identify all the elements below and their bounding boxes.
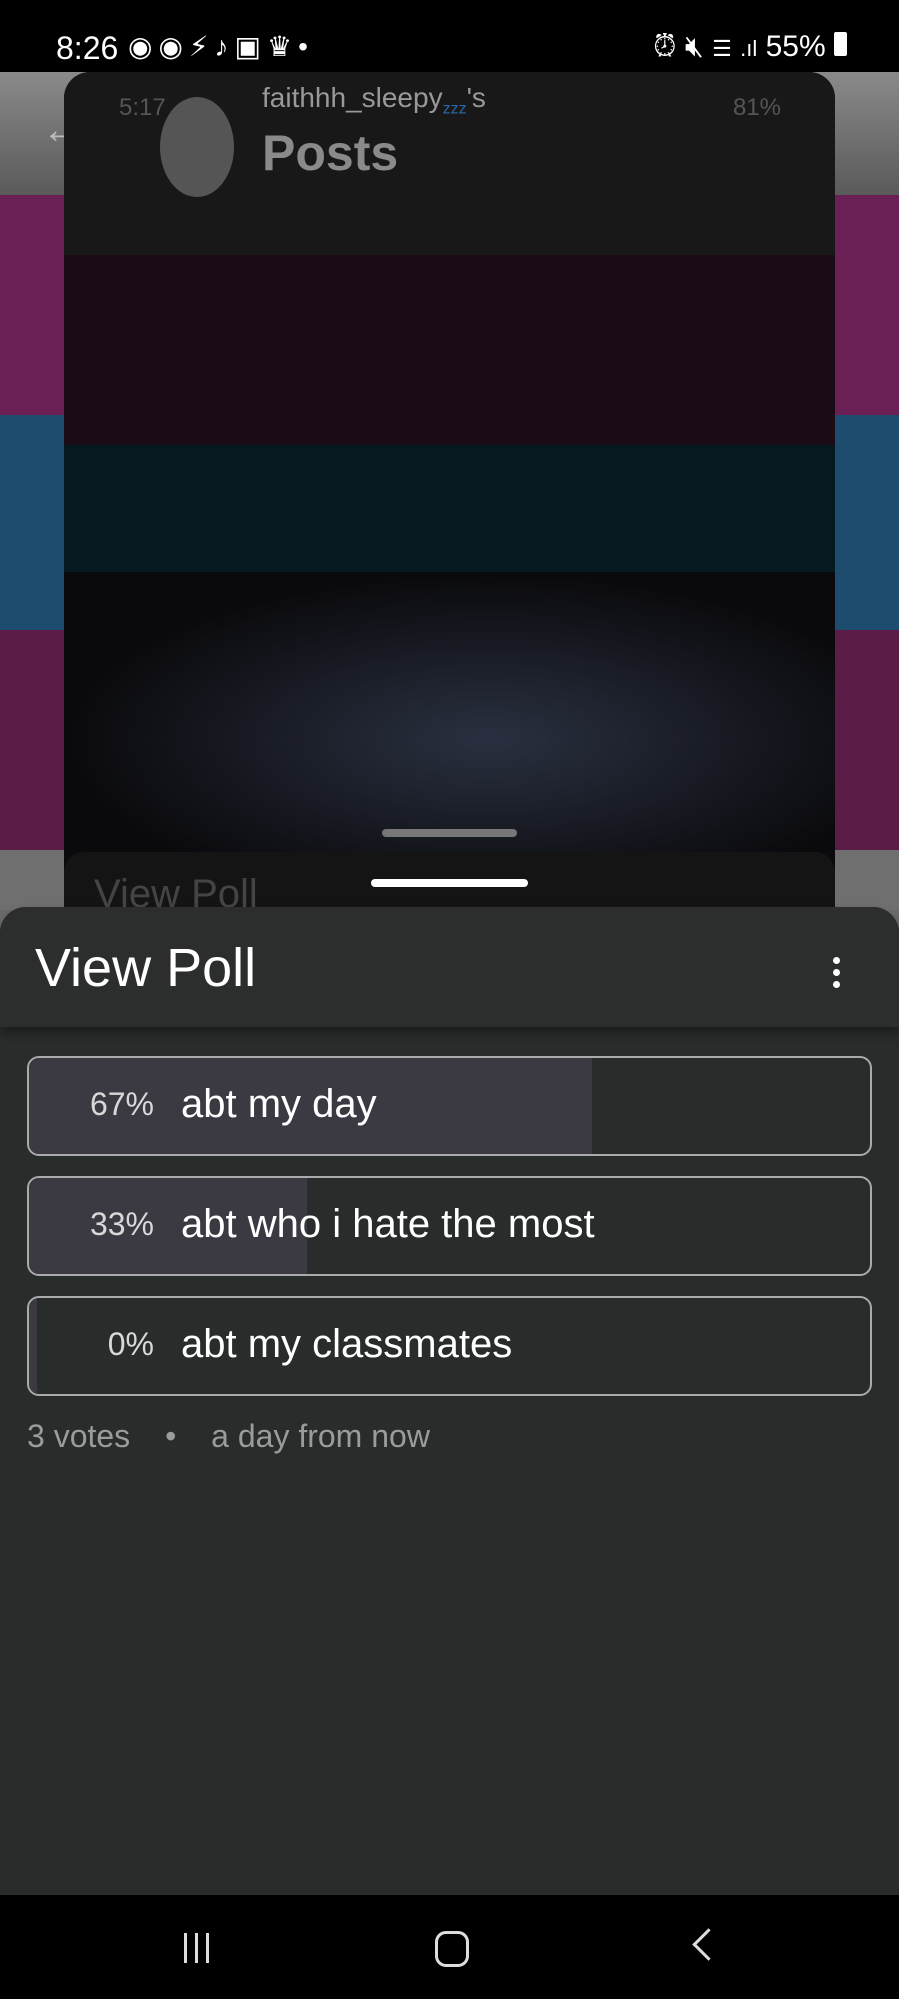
vote-count: 3 votes xyxy=(27,1418,131,1454)
ghost-title: Posts xyxy=(262,125,399,181)
discord-icon: ◉ xyxy=(128,31,159,62)
device-icon: ▣ xyxy=(234,31,268,62)
poll-option[interactable]: 0% abt my classmates xyxy=(27,1296,872,1396)
poll-option-fill xyxy=(29,1058,593,1154)
battery-percent: 55% xyxy=(765,30,826,63)
ghost-suffix: 's xyxy=(466,82,486,113)
poll-time-remaining: a day from now xyxy=(211,1418,430,1454)
poll-option-percent: 67% xyxy=(89,1086,154,1122)
signal-icon: .ıl xyxy=(740,36,758,61)
navigation-bar xyxy=(0,1895,899,1999)
notification-icons: ◉◉⚡︎♪▣♛• xyxy=(128,30,314,63)
background-app-preview: 5:17 81% faithhh_sleepyzzz's Posts xyxy=(64,72,835,907)
poll-option-label: abt my classmates xyxy=(181,1322,513,1366)
poll-option-percent: 0% xyxy=(107,1326,154,1362)
poll-header: View Poll xyxy=(0,907,899,1027)
poll-option-percent: 33% xyxy=(89,1206,154,1242)
poll-option-fill xyxy=(29,1178,307,1274)
alarm-icon: ⏰︎ xyxy=(653,30,677,63)
poll-option[interactable]: 33% abt who i hate the most xyxy=(27,1176,872,1276)
tiktok-icon: ♪ xyxy=(214,31,235,62)
bolt-icon: ⚡︎ xyxy=(188,31,215,62)
poll-title: View Poll xyxy=(35,938,257,998)
more-options-icon[interactable] xyxy=(833,957,841,988)
background-sheet: View Poll xyxy=(64,852,835,916)
poll-option-label: abt my day xyxy=(181,1082,377,1126)
drag-handle[interactable] xyxy=(371,879,528,887)
status-bar: 8:26 ◉◉⚡︎♪▣♛• ⏰︎ 🔇︎ ☰ .ıl 55% xyxy=(0,0,899,72)
back-icon[interactable] xyxy=(692,1928,725,1961)
poll-option[interactable]: 67% abt my day xyxy=(27,1056,872,1156)
poll-option-label: abt who i hate the most xyxy=(181,1202,595,1246)
crown-icon: ♛ xyxy=(267,31,299,62)
system-icons: ⏰︎ 🔇︎ ☰ .ıl 55% xyxy=(653,30,847,64)
poll-sheet: View Poll 67% abt my day 33% abt who i h… xyxy=(0,907,899,1895)
wifi-icon: ☰ xyxy=(712,36,732,61)
dot-icon: • xyxy=(298,31,314,62)
ghost-battery: 81% xyxy=(732,94,781,121)
ghost-avatar xyxy=(160,97,234,197)
status-time: 8:26 xyxy=(56,30,119,66)
recents-icon[interactable] xyxy=(184,1933,209,1963)
ghost-time: 5:17 xyxy=(119,94,166,121)
poll-footer: 3 votes • a day from now xyxy=(27,1418,430,1455)
ghost-handle xyxy=(382,829,517,837)
battery-icon xyxy=(834,32,847,56)
ghost-zzz: zzz xyxy=(442,100,467,118)
discord-icon: ◉ xyxy=(158,31,189,62)
poll-option-fill xyxy=(29,1298,38,1394)
mute-icon: 🔇︎ xyxy=(684,30,704,63)
home-icon[interactable] xyxy=(435,1931,469,1967)
ghost-username: faithhh_sleepy xyxy=(262,82,443,113)
separator-dot: • xyxy=(165,1418,177,1454)
background-image xyxy=(64,572,835,907)
